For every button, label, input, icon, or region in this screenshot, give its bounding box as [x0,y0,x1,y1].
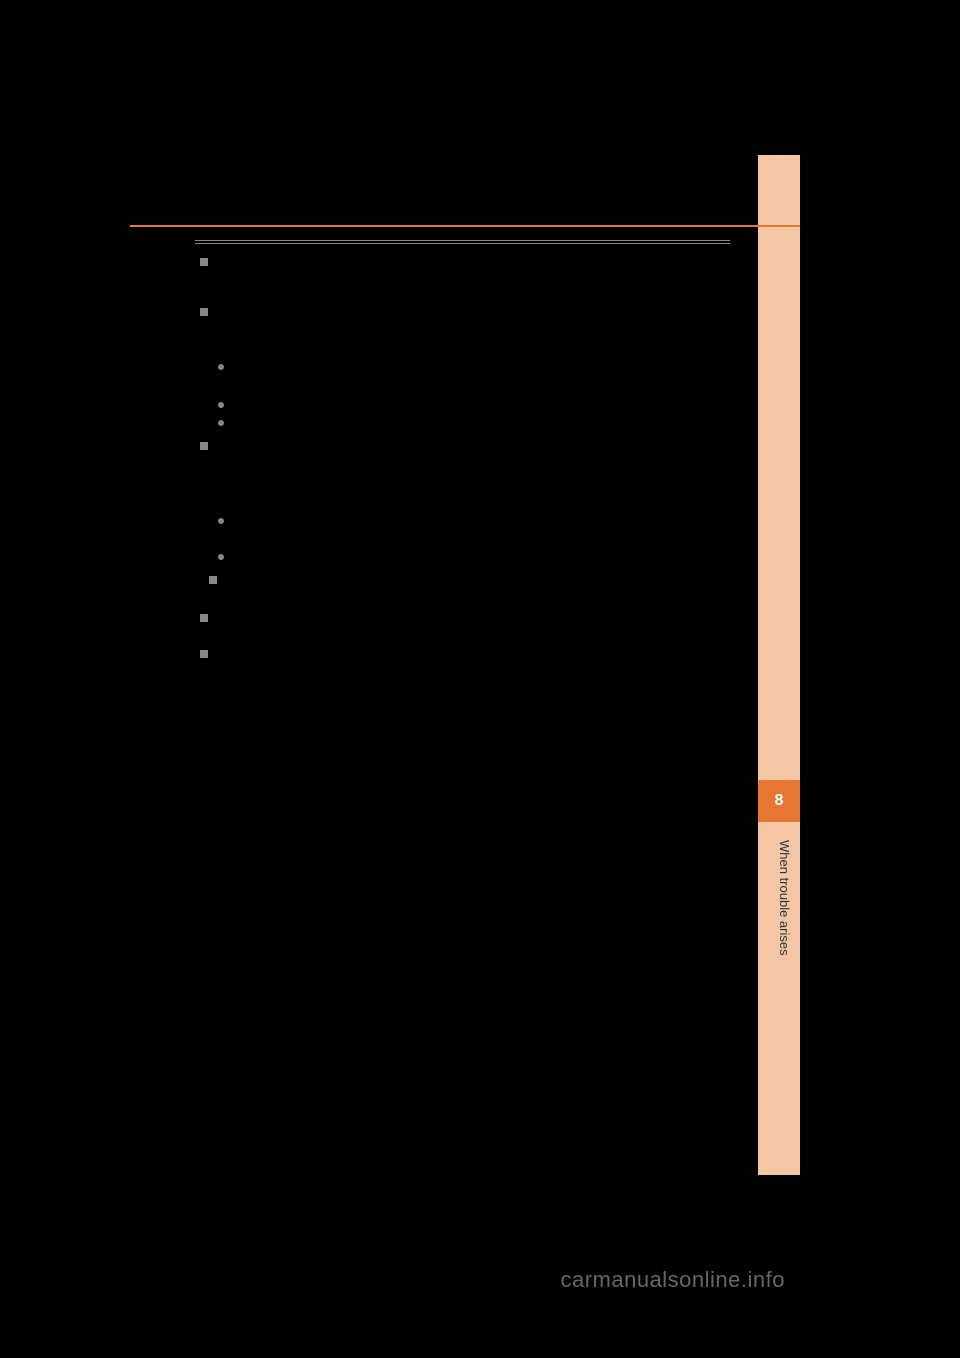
bullet-icon [218,402,224,408]
bullet-icon [218,420,224,426]
chapter-number-badge: 8 [758,780,800,822]
chapter-title: When trouble arises [777,840,792,956]
section-marker-icon [200,650,208,658]
chapter-number: 8 [775,792,784,810]
chapter-sidebar [758,155,800,1175]
section-marker-icon [209,576,217,584]
section-marker-icon [200,614,208,622]
bullet-icon [218,364,224,370]
bullet-icon [218,518,224,524]
section-marker-icon [200,308,208,316]
page-container: 8 When trouble arises carmanualsonline.i… [0,0,960,1358]
watermark-text: carmanualsonline.info [560,1267,785,1293]
content-divider [195,240,730,244]
header-divider [130,225,800,227]
bullet-icon [218,554,224,560]
section-marker-icon [200,442,208,450]
section-marker-icon [200,258,208,266]
